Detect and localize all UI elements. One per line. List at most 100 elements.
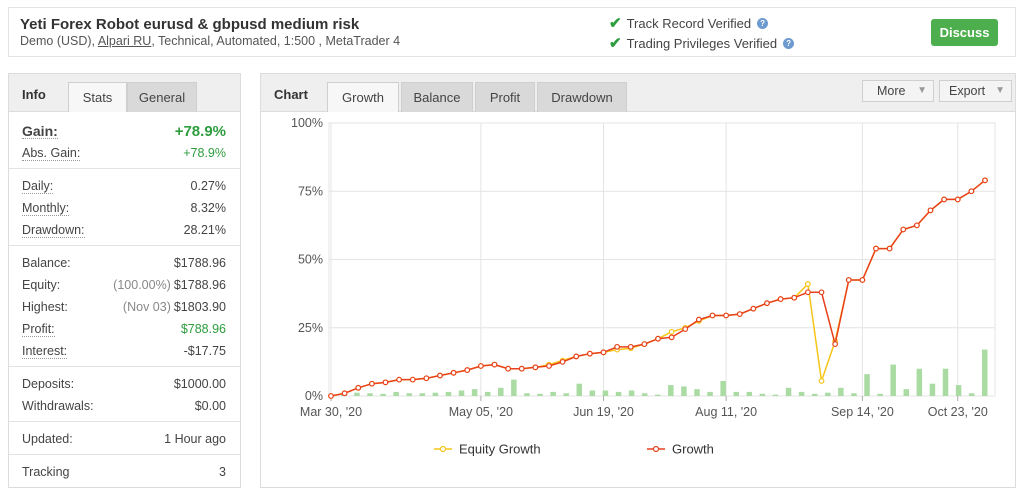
profit-label[interactable]: Profit: bbox=[22, 321, 55, 337]
growth-point[interactable] bbox=[573, 353, 580, 360]
growth-point[interactable] bbox=[655, 335, 661, 342]
growth-point[interactable] bbox=[518, 365, 525, 372]
daily-label[interactable]: Daily: bbox=[22, 178, 54, 194]
growth-point[interactable] bbox=[546, 363, 552, 369]
highest-value-group: (Nov 03) $1803.90 bbox=[123, 300, 226, 314]
growth-point[interactable] bbox=[804, 289, 811, 296]
gain-label[interactable]: Gain: bbox=[22, 122, 58, 139]
more-dropdown[interactable]: More ▼ bbox=[862, 80, 934, 102]
growth-point[interactable] bbox=[586, 350, 593, 357]
growth-point[interactable] bbox=[777, 296, 784, 302]
growth-point[interactable] bbox=[968, 188, 975, 195]
info-tabs-bar: Info Stats General bbox=[9, 74, 240, 112]
growth-point[interactable] bbox=[382, 379, 389, 386]
profit-value: $788.96 bbox=[180, 322, 226, 336]
growth-point[interactable] bbox=[941, 196, 948, 203]
equity-growth-point[interactable] bbox=[818, 378, 825, 384]
growth-point[interactable] bbox=[818, 289, 825, 296]
growth-point[interactable] bbox=[873, 245, 879, 252]
profit-bar bbox=[916, 368, 923, 396]
growth-point[interactable] bbox=[736, 311, 743, 318]
profit-bar bbox=[406, 393, 412, 396]
daily-row: Daily: 0.27% bbox=[22, 175, 226, 197]
export-label: Export bbox=[949, 84, 986, 98]
growth-point[interactable] bbox=[832, 341, 839, 348]
abs-gain-label[interactable]: Abs. Gain: bbox=[22, 145, 81, 161]
equity-label: Equity: bbox=[22, 278, 61, 292]
help-icon[interactable]: ? bbox=[783, 37, 795, 49]
y-tick-label: 100% bbox=[291, 116, 323, 130]
growth-point[interactable] bbox=[328, 393, 334, 399]
growth-point[interactable] bbox=[845, 277, 852, 283]
growth-point[interactable] bbox=[396, 376, 403, 383]
growth-point[interactable] bbox=[791, 294, 798, 301]
growth-point[interactable] bbox=[505, 365, 512, 372]
interest-row: Interest: -$17.75 bbox=[22, 340, 226, 362]
deposits-value: $1000.00 bbox=[173, 377, 226, 391]
growth-point[interactable] bbox=[695, 316, 702, 323]
profit-bar bbox=[537, 393, 543, 396]
growth-point[interactable] bbox=[641, 341, 648, 348]
growth-point[interactable] bbox=[559, 358, 566, 365]
growth-point[interactable] bbox=[627, 343, 634, 350]
growth-point[interactable] bbox=[409, 376, 416, 383]
tab-profit[interactable]: Profit bbox=[475, 82, 535, 112]
growth-point[interactable] bbox=[709, 312, 716, 319]
growth-point[interactable] bbox=[532, 364, 539, 371]
profit-bar bbox=[511, 379, 517, 396]
track-record-verified: ✔ Track Record Verified ? bbox=[609, 14, 769, 32]
growth-point[interactable] bbox=[913, 222, 920, 229]
info-title: Info bbox=[22, 87, 46, 102]
growth-chart[interactable]: 0% 25% 50% 75% 100% Mar 30, '20 May 05, '20 Jun… bbox=[261, 112, 1015, 487]
export-dropdown[interactable]: Export ▼ bbox=[939, 80, 1012, 102]
broker-link[interactable]: Alpari RU bbox=[97, 34, 152, 48]
growth-point[interactable] bbox=[423, 375, 430, 382]
discuss-button[interactable]: Discuss bbox=[931, 19, 998, 46]
profit-bar bbox=[354, 392, 360, 396]
growth-point[interactable] bbox=[477, 363, 484, 369]
growth-point[interactable] bbox=[886, 245, 893, 252]
tab-balance[interactable]: Balance bbox=[401, 82, 473, 112]
growth-point[interactable] bbox=[954, 196, 961, 203]
growth-point[interactable] bbox=[491, 361, 498, 368]
help-icon[interactable]: ? bbox=[757, 17, 769, 29]
x-tick-label: Sep 14, '20 bbox=[831, 405, 894, 419]
growth-point[interactable] bbox=[368, 380, 375, 387]
tab-general[interactable]: General bbox=[127, 82, 197, 112]
growth-point[interactable] bbox=[614, 343, 621, 350]
profit-row: Profit: $788.96 bbox=[22, 318, 226, 340]
tab-growth[interactable]: Growth bbox=[327, 82, 399, 112]
tab-drawdown[interactable]: Drawdown bbox=[537, 82, 627, 112]
monthly-label[interactable]: Monthly: bbox=[22, 200, 70, 216]
growth-point[interactable] bbox=[900, 226, 907, 233]
equity-growth-legend-label[interactable]: Equity Growth bbox=[459, 442, 541, 457]
withdrawals-value: $0.00 bbox=[194, 399, 226, 413]
growth-point[interactable] bbox=[355, 384, 362, 391]
growth-point[interactable] bbox=[682, 326, 689, 333]
daily-value: 0.27% bbox=[190, 179, 226, 193]
growth-point[interactable] bbox=[450, 369, 457, 376]
growth-point[interactable] bbox=[464, 367, 471, 373]
profit-bar bbox=[890, 364, 896, 396]
drawdown-value: 28.21% bbox=[183, 223, 226, 237]
growth-point[interactable] bbox=[982, 177, 988, 184]
growth-point[interactable] bbox=[927, 207, 934, 214]
chart-panel: Chart Growth Balance Profit Drawdown Mor… bbox=[260, 73, 1016, 488]
profit-bar bbox=[367, 393, 373, 396]
equity-growth-point[interactable] bbox=[804, 281, 811, 287]
growth-legend-label[interactable]: Growth bbox=[672, 442, 714, 457]
growth-point[interactable] bbox=[341, 390, 348, 397]
drawdown-label[interactable]: Drawdown: bbox=[22, 222, 85, 238]
interest-label[interactable]: Interest: bbox=[22, 343, 68, 359]
growth-point[interactable] bbox=[600, 349, 607, 356]
growth-point[interactable] bbox=[437, 372, 443, 379]
growth-point[interactable] bbox=[764, 300, 770, 307]
profit-bar bbox=[968, 393, 975, 396]
equity-growth-point[interactable] bbox=[668, 328, 675, 335]
growth-point[interactable] bbox=[668, 334, 675, 341]
growth-point[interactable] bbox=[723, 312, 730, 319]
growth-point[interactable] bbox=[859, 277, 866, 283]
growth-point[interactable] bbox=[750, 305, 757, 312]
tab-stats[interactable]: Stats bbox=[68, 82, 127, 112]
growth-legend-marker bbox=[652, 445, 660, 453]
